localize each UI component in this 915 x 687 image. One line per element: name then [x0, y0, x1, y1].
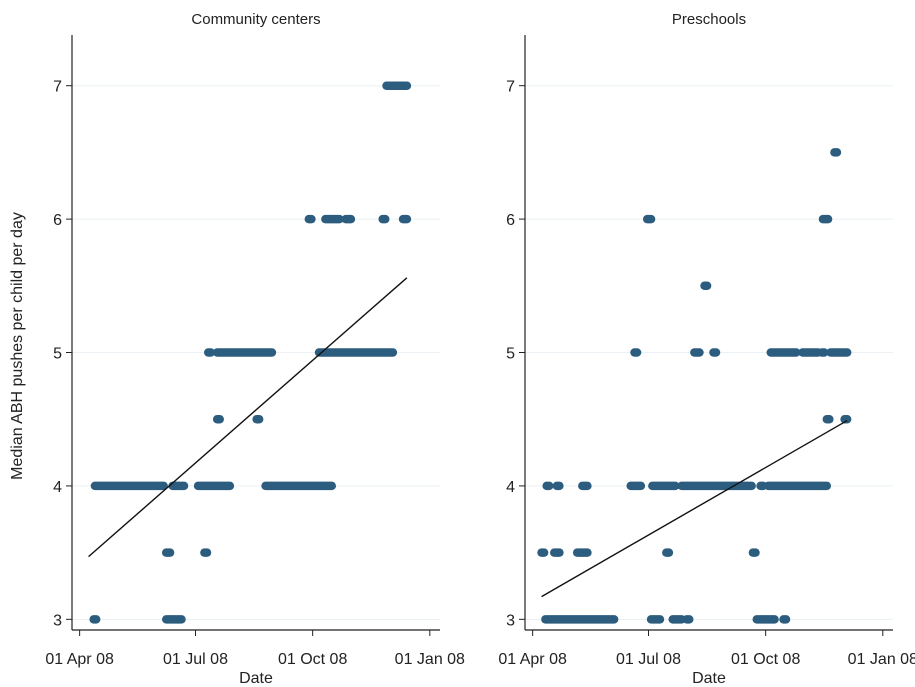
x-tick-label: 01 Jul 08	[163, 651, 228, 668]
y-tick-label: 7	[53, 79, 62, 96]
y-tick-label: 4	[506, 479, 515, 496]
panel-preschools: Preschools 3 4 5 6 7 01 Apr 08 01 Jul 08 01 Oct …	[498, 11, 915, 687]
x-tick-label: 01 Apr 08	[45, 651, 114, 668]
x-tick-label: 01 Jul 08	[616, 651, 681, 668]
fit-line	[88, 277, 408, 558]
fit-line	[541, 419, 848, 598]
y-tick-label: 5	[53, 346, 62, 363]
x-tick-label: 01 Jan 08	[395, 651, 465, 668]
x-tick-label: 01 Apr 08	[498, 651, 567, 668]
x-axis-label: Date	[692, 670, 726, 687]
x-tick-label: 01 Oct 08	[278, 651, 347, 668]
y-tick-label: 3	[53, 612, 62, 629]
y-tick-label: 4	[53, 479, 62, 496]
y-tick-label: 6	[506, 212, 515, 229]
panel-title: Community centers	[191, 11, 320, 28]
x-axis-label: Date	[239, 670, 273, 687]
x-tick-label: 01 Jan 08	[848, 651, 915, 668]
panel-title: Preschools	[672, 11, 746, 28]
y-tick-label: 6	[53, 212, 62, 229]
y-tick-label: 7	[506, 79, 515, 96]
x-tick-label: 01 Oct 08	[731, 651, 800, 668]
y-tick-label: 5	[506, 346, 515, 363]
y-tick-label: 3	[506, 612, 515, 629]
shared-y-axis-label: Median ABH pushes per child per day	[9, 212, 26, 480]
panel-community-centers: Community centers 3 4 5 6 7 01 Apr 08 01 Jul 08…	[45, 11, 465, 687]
